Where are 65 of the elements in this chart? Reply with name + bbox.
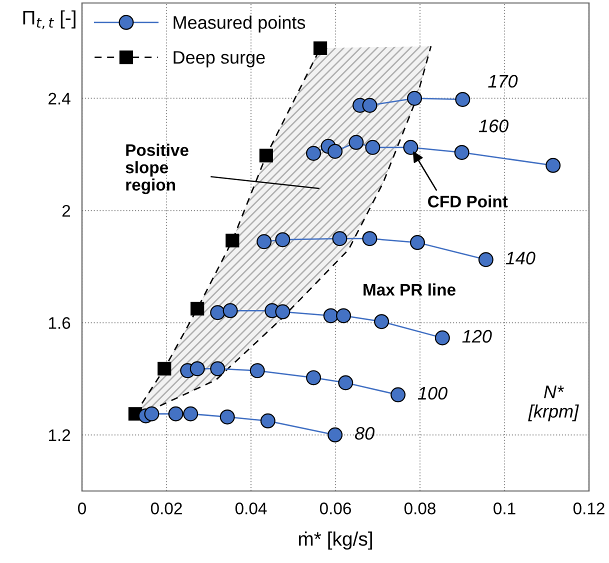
y-tick-label: 2.4 — [48, 92, 70, 104]
y-tick-label: 1.6 — [48, 317, 70, 329]
point — [365, 140, 380, 155]
x-tick-label: 0.04 — [235, 502, 267, 514]
x-tick-label: 0.1 — [494, 502, 516, 514]
annotation: N* [krpm] — [528, 386, 579, 422]
annotation: 170 — [488, 74, 518, 88]
annotation: CFD Point — [428, 195, 508, 208]
annotation: 80 — [355, 426, 374, 440]
x-tick-label: 0.02 — [150, 502, 182, 514]
point — [275, 232, 290, 248]
x-axis-title: ṁ* [kg/s] — [298, 532, 372, 550]
point — [362, 98, 378, 113]
point — [222, 303, 238, 318]
point — [210, 361, 226, 376]
annotation: Positive slope region — [126, 144, 188, 194]
point — [478, 252, 494, 268]
point — [323, 308, 338, 324]
y-tick-label: 1.2 — [48, 429, 70, 441]
point — [259, 148, 274, 162]
point — [168, 406, 184, 422]
point — [313, 41, 328, 55]
point — [260, 413, 276, 428]
point — [332, 231, 348, 246]
point — [183, 406, 198, 422]
y-axis-title: Π$_{t,t}$ [-] — [23, 10, 76, 30]
point — [410, 235, 425, 250]
x-tick-label: 0.06 — [320, 502, 351, 514]
annotation: 160 — [478, 120, 508, 132]
annotation: 140 — [506, 252, 536, 264]
annotation: Max PR line — [364, 283, 456, 296]
point — [348, 134, 364, 150]
point — [306, 370, 322, 386]
x-tick-label: 0 — [78, 502, 86, 514]
point — [306, 146, 322, 161]
legend-label: Measured points — [174, 16, 306, 32]
point — [374, 314, 390, 330]
point — [210, 305, 226, 320]
x-tick-label: 0.12 — [573, 502, 604, 514]
point — [403, 140, 418, 155]
point — [158, 362, 172, 376]
y-tick-label: 2 — [62, 204, 70, 217]
point — [455, 92, 470, 107]
point — [328, 427, 343, 442]
point — [434, 330, 450, 346]
point — [190, 302, 204, 316]
point — [190, 361, 205, 376]
point — [275, 304, 290, 320]
legend-label: Deep surge — [174, 51, 265, 68]
point — [256, 234, 272, 250]
annotation: 100 — [418, 386, 448, 400]
x-tick-label: 0.08 — [404, 502, 436, 514]
point — [250, 363, 265, 378]
point — [144, 406, 160, 422]
point — [407, 90, 422, 106]
point — [226, 234, 240, 248]
point — [454, 144, 470, 160]
point — [546, 158, 561, 173]
point — [390, 387, 406, 402]
annotation: 120 — [462, 330, 492, 343]
point — [336, 308, 352, 324]
point — [362, 231, 378, 246]
point — [328, 144, 343, 159]
point — [338, 375, 354, 390]
point — [220, 409, 235, 424]
